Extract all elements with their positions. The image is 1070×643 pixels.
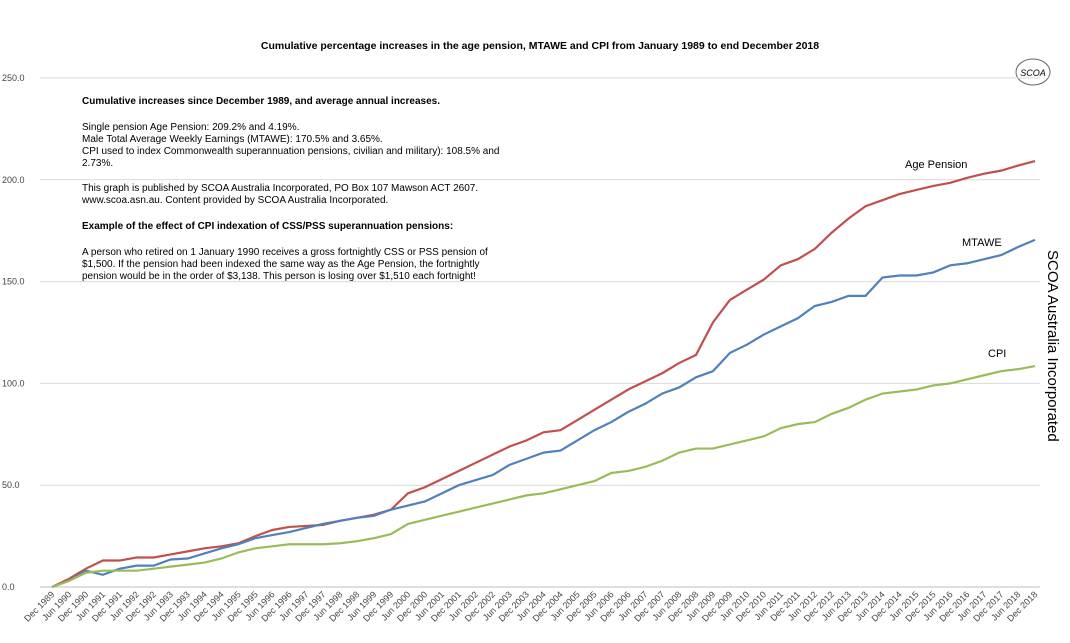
note: This graph is published by SCOA Australi… xyxy=(82,183,478,194)
logo-ring xyxy=(1015,58,1051,86)
note: Single pension Age Pension: 209.2% and 4… xyxy=(82,122,299,133)
y-tick-label: 50.0 xyxy=(2,480,20,490)
y-tick-label: 200.0 xyxy=(2,175,25,185)
y-tick-label: 150.0 xyxy=(2,277,25,287)
y-tick-label: 100.0 xyxy=(2,378,25,388)
side-label: SCOA Australia Incorporated xyxy=(1044,250,1061,442)
chart-title: Cumulative percentage increases in the a… xyxy=(261,40,819,52)
note: CPI used to index Commonwealth superannu… xyxy=(82,146,499,157)
note: Example of the effect of CPI indexation … xyxy=(82,221,453,232)
note: 2.73%. xyxy=(82,158,113,169)
series-label: Age Pension xyxy=(905,159,967,171)
note: Male Total Average Weekly Earnings (MTAW… xyxy=(82,134,383,145)
y-tick-label: 0.0 xyxy=(2,582,15,592)
note: www.scoa.asn.au. Content provided by SCO… xyxy=(81,195,388,206)
series-label: MTAWE xyxy=(962,237,1002,249)
note: A person who retired on 1 January 1990 r… xyxy=(82,247,488,258)
series-line xyxy=(51,160,1036,588)
logo: SCOA xyxy=(1020,68,1046,78)
y-tick-label: 250.0 xyxy=(2,73,25,83)
series-line xyxy=(51,238,1036,589)
note: pension would be in the order of $3,138.… xyxy=(82,271,476,282)
note: $1,500. If the pension had been indexed … xyxy=(82,259,480,270)
series-label: CPI xyxy=(988,348,1006,360)
note: Cumulative increases since December 1989… xyxy=(82,96,440,107)
series-line xyxy=(51,365,1036,589)
